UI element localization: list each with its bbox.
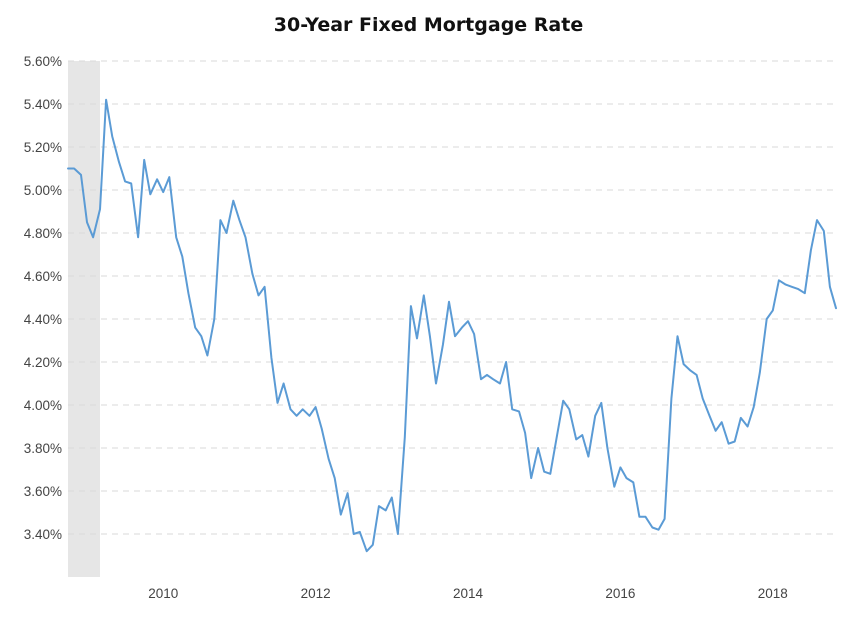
y-tick-label: 5.20% — [24, 140, 62, 155]
y-tick-label: 4.20% — [24, 355, 62, 370]
y-tick-label: 3.40% — [24, 527, 62, 542]
y-tick-label: 5.40% — [24, 97, 62, 112]
y-tick-label: 5.60% — [24, 54, 62, 69]
y-tick-label: 4.00% — [24, 398, 62, 413]
y-tick-label: 4.60% — [24, 269, 62, 284]
y-tick-label: 4.80% — [24, 226, 62, 241]
x-tick-label: 2016 — [605, 586, 635, 601]
series-layer — [67, 98, 837, 553]
chart-title: 30-Year Fixed Mortgage Rate — [273, 14, 584, 36]
x-tick-label: 2014 — [453, 586, 484, 601]
x-axis-ticks: 2010 2012 2014 2016 2018 — [148, 586, 788, 601]
gridlines — [68, 60, 836, 535]
y-tick-label: 5.00% — [24, 183, 62, 198]
y-axis-ticks: 3.40% 3.60% 3.80% 4.00% 4.20% 4.40% 4.60% 4.80%… — [24, 54, 62, 542]
series-line-mortgage-rate — [67, 98, 837, 553]
y-tick-label: 3.60% — [24, 484, 62, 499]
x-tick-label: 2010 — [148, 586, 178, 601]
x-tick-label: 2018 — [758, 586, 788, 601]
y-tick-label: 4.40% — [24, 312, 62, 327]
x-tick-label: 2012 — [301, 586, 331, 601]
y-tick-label: 3.80% — [24, 441, 62, 456]
